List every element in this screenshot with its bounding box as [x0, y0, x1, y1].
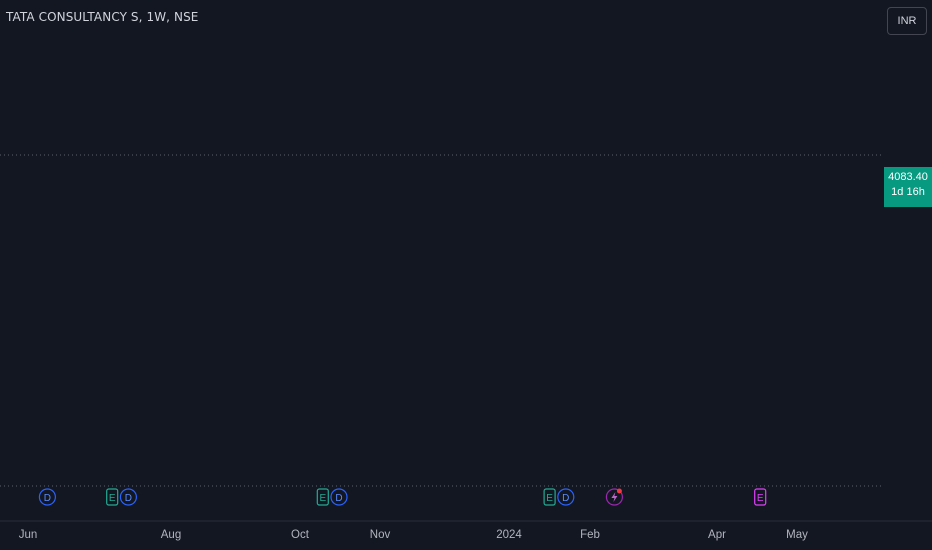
earnings-event-icon	[754, 488, 767, 506]
earnings-event-icon	[543, 488, 556, 506]
dividend-event-letter: D	[335, 493, 342, 504]
currency-button[interactable]: INR	[887, 7, 927, 35]
x-tick-label: Nov	[370, 529, 391, 541]
dividend-event-letter: D	[44, 493, 51, 504]
x-tick-label: Aug	[161, 529, 181, 541]
x-tick-label: 2024	[496, 529, 522, 541]
x-tick-label: Jun	[19, 529, 38, 541]
last-price-value: 4083.40	[888, 171, 928, 183]
last-price-badge: 4083.40 1d 16h	[884, 167, 932, 207]
dividend-event-icon	[557, 488, 575, 506]
dividend-event-icon	[330, 488, 348, 506]
lightning-icon	[611, 492, 618, 502]
dividend-event-icon	[119, 488, 137, 506]
x-tick-label: May	[786, 529, 808, 541]
earnings-event-icon	[316, 488, 329, 506]
earnings-event-letter: E	[757, 493, 764, 504]
x-tick-label: Oct	[291, 529, 310, 541]
x-tick-label: Apr	[708, 529, 726, 541]
dividend-event-icon	[38, 488, 57, 506]
x-tick-label: Feb	[580, 529, 600, 541]
earnings-event-letter: E	[319, 493, 326, 504]
dividend-event-letter: D	[562, 493, 569, 504]
earnings-event-icon	[106, 488, 119, 506]
split-event-icon	[605, 488, 624, 506]
chart-title: TATA CONSULTANCY S, 1W, NSE	[6, 10, 199, 24]
dividend-event-letter: D	[125, 493, 132, 504]
earnings-event-letter: E	[109, 493, 116, 504]
earnings-event-letter: E	[546, 493, 553, 504]
bar-countdown: 1d 16h	[891, 186, 925, 198]
split-event-dot	[616, 488, 622, 494]
